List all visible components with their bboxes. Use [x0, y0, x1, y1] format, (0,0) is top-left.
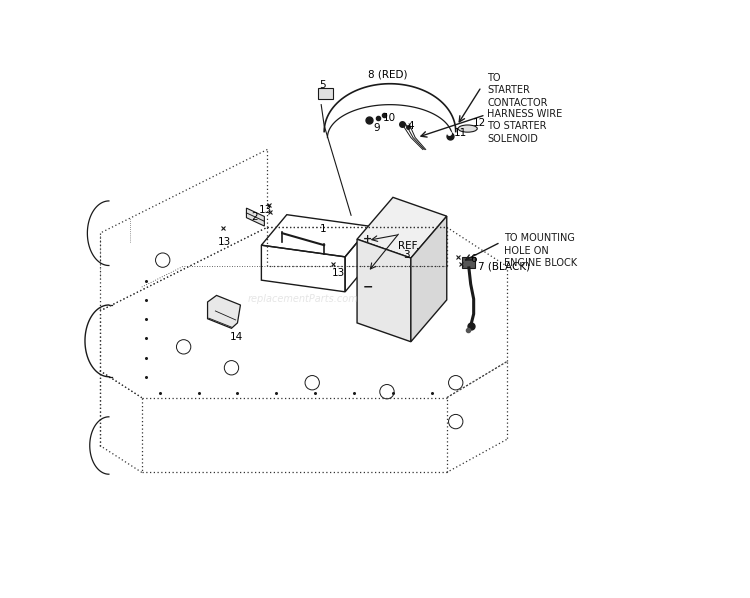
Text: HARNESS WIRE
TO STARTER
SOLENOID: HARNESS WIRE TO STARTER SOLENOID: [488, 109, 562, 144]
Polygon shape: [357, 197, 447, 258]
Polygon shape: [357, 239, 411, 342]
Text: replacementParts.com: replacementParts.com: [248, 294, 358, 304]
Text: 2: 2: [251, 212, 258, 222]
Text: 13: 13: [217, 237, 231, 247]
Text: 3: 3: [403, 251, 410, 260]
Ellipse shape: [458, 125, 477, 132]
Text: 14: 14: [230, 332, 244, 341]
Text: −: −: [363, 280, 374, 293]
Text: 12: 12: [472, 118, 486, 127]
Text: 11: 11: [453, 128, 466, 138]
Text: 13: 13: [332, 269, 345, 278]
Text: REF.: REF.: [398, 242, 419, 251]
Polygon shape: [208, 295, 241, 328]
Text: +: +: [363, 234, 372, 244]
Bar: [318, 88, 333, 99]
Polygon shape: [247, 208, 264, 226]
Text: 8 (RED): 8 (RED): [368, 69, 408, 79]
Text: TO
STARTER
CONTACTOR: TO STARTER CONTACTOR: [488, 73, 548, 108]
Text: 9: 9: [374, 123, 380, 133]
Text: 1: 1: [320, 224, 326, 234]
Text: 13: 13: [259, 206, 272, 215]
Text: 10: 10: [382, 113, 396, 123]
Text: TO MOUNTING
HOLE ON
ENGINE BLOCK: TO MOUNTING HOLE ON ENGINE BLOCK: [503, 233, 577, 268]
Polygon shape: [411, 216, 447, 342]
Bar: [462, 257, 475, 268]
Text: 7 (BLACK): 7 (BLACK): [478, 261, 530, 271]
Text: 4: 4: [408, 121, 415, 130]
Text: 6: 6: [471, 254, 477, 264]
Text: 5: 5: [320, 80, 326, 90]
